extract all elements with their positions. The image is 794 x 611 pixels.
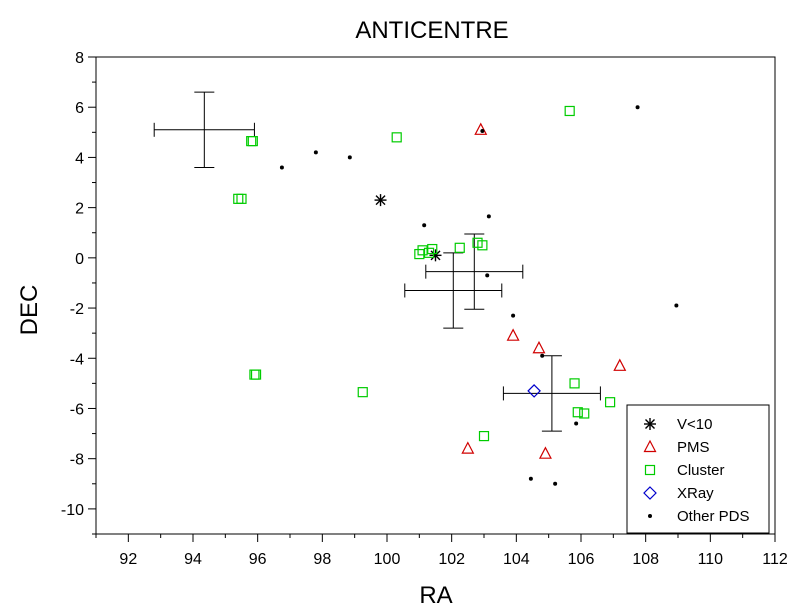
legend: V<10 PMS Cluster XRay Other PDS: [626, 404, 770, 534]
pms-point: [538, 446, 552, 459]
error-bar: [425, 233, 524, 310]
legend-marker: [648, 514, 652, 518]
cluster-point: [572, 407, 583, 418]
cluster-point: [233, 193, 244, 204]
xray-point: [527, 384, 541, 398]
y-tick-label: 8: [75, 50, 84, 67]
error-bars: [153, 91, 601, 432]
y-tick-label: -10: [61, 502, 84, 519]
cluster-point: [478, 430, 490, 442]
x-tick-label: 98: [313, 551, 331, 568]
cluster-point: [604, 397, 616, 408]
x-tick-label: 112: [762, 551, 788, 568]
cluster-point: [427, 243, 438, 255]
cluster-point: [391, 132, 402, 143]
other-pds-point: [540, 353, 545, 358]
cluster-point: [417, 245, 428, 256]
cluster-point: [564, 105, 575, 117]
y-tick-label: -6: [70, 401, 84, 418]
other-pds-point: [279, 165, 284, 170]
other-pds-point: [313, 150, 318, 155]
y-tick-label: 6: [75, 100, 84, 117]
other-pds-point: [485, 273, 490, 278]
x-tick-label: 104: [503, 551, 530, 568]
other-pds-point: [528, 476, 533, 481]
x-tick-label: 110: [698, 551, 724, 568]
legend-marker: [643, 486, 657, 500]
data-points: [233, 105, 679, 486]
y-tick-label: -4: [70, 351, 84, 368]
legend-marker: [644, 464, 656, 476]
cluster-point: [569, 378, 580, 389]
pms-point: [506, 328, 520, 341]
error-bar: [502, 355, 601, 432]
legend-label: Cluster: [677, 462, 725, 479]
legend-label: V<10: [677, 416, 712, 433]
other-pds-point: [347, 155, 352, 160]
pms-point: [532, 340, 546, 354]
cluster-point: [247, 136, 258, 147]
other-pds-point: [674, 303, 679, 308]
error-bar: [153, 91, 255, 168]
pms-point: [474, 122, 488, 135]
v-10-point: [374, 194, 387, 207]
legend-label: Other PDS: [677, 508, 750, 525]
other-pds-point: [486, 214, 491, 219]
y-tick-label: 0: [75, 251, 84, 268]
v-10-point: [429, 249, 442, 262]
x-tick-label: 92: [119, 551, 137, 568]
other-pds-point: [480, 129, 485, 134]
cluster-point: [236, 193, 247, 204]
other-pds-point: [574, 421, 579, 426]
other-pds-point: [635, 105, 640, 110]
other-pds-point: [511, 313, 516, 318]
error-bar: [404, 252, 503, 329]
x-tick-label: 108: [632, 551, 659, 568]
legend-marker: [643, 439, 657, 453]
axis-ticks: 92 94 96 98 100 102 104 106 108 110 112 8 6 4 2 0 -2 -4 -6…: [61, 50, 788, 568]
cluster-point: [423, 247, 435, 258]
legend-marker: [644, 418, 656, 430]
legend-label: XRay: [677, 485, 714, 502]
x-tick-label: 100: [374, 551, 401, 568]
legend-label: PMS: [677, 439, 710, 456]
cluster-point: [579, 408, 590, 419]
x-tick-label: 102: [438, 551, 465, 568]
y-tick-label: -2: [70, 301, 84, 318]
x-tick-label: 106: [568, 551, 595, 568]
cluster-point: [477, 240, 488, 251]
y-tick-label: 4: [75, 150, 84, 167]
x-tick-label: 94: [184, 551, 202, 568]
cluster-point: [250, 369, 262, 380]
cluster-point: [357, 387, 368, 398]
x-tick-label: 96: [249, 551, 267, 568]
cluster-point: [414, 248, 425, 260]
pms-point: [613, 358, 627, 371]
other-pds-point: [422, 223, 427, 228]
other-pds-point: [553, 481, 558, 486]
x-axis-label: RA: [419, 582, 452, 606]
chart-title: ANTICENTRE: [355, 17, 508, 44]
y-tick-label: -8: [70, 452, 84, 469]
cluster-point: [454, 242, 465, 253]
pms-point: [461, 441, 475, 454]
y-tick-label: 2: [75, 201, 84, 218]
y-axis-label: DEC: [16, 285, 43, 336]
plot-frame: [95, 56, 776, 535]
